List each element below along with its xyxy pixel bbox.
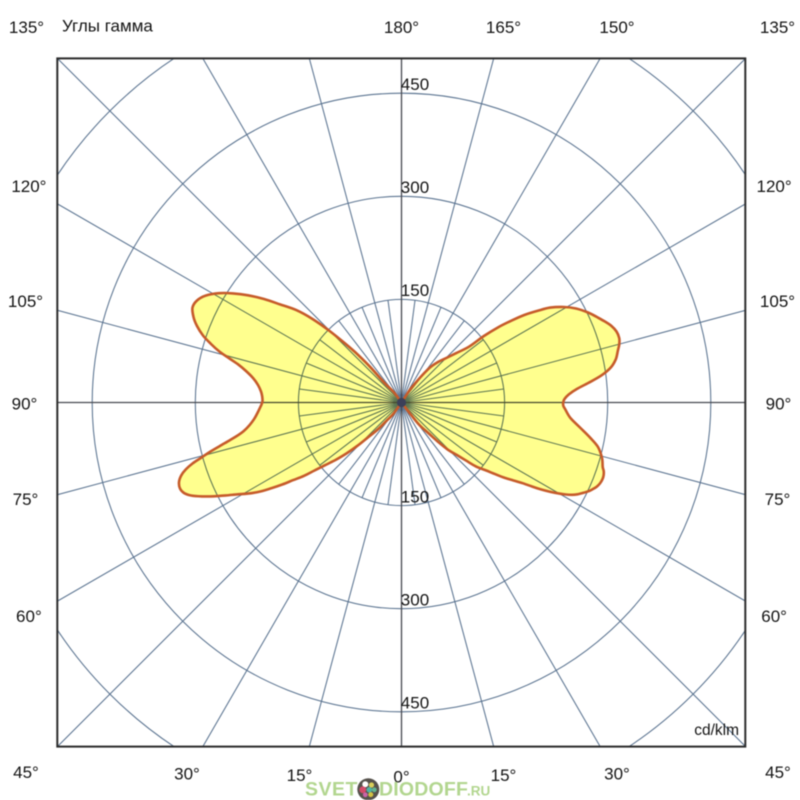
svg-text:135°: 135°: [9, 18, 44, 37]
svg-text:15°: 15°: [287, 766, 313, 785]
svg-text:450: 450: [401, 694, 429, 713]
svg-text:105°: 105°: [760, 292, 795, 311]
svg-text:60°: 60°: [761, 607, 787, 626]
svg-text:cd/klm: cd/klm: [694, 722, 739, 739]
svg-text:.RU: .RU: [467, 784, 490, 799]
svg-text:150°: 150°: [599, 18, 634, 37]
svg-text:DIODOFF: DIODOFF: [379, 779, 468, 800]
svg-text:0°: 0°: [393, 767, 409, 786]
svg-text:300: 300: [401, 178, 429, 197]
svg-text:15°: 15°: [491, 766, 517, 785]
svg-text:45°: 45°: [13, 763, 39, 782]
svg-text:300: 300: [401, 591, 429, 610]
svg-text:165°: 165°: [486, 18, 521, 37]
svg-text:45°: 45°: [765, 763, 791, 782]
svg-text:75°: 75°: [13, 490, 39, 509]
svg-text:90°: 90°: [766, 394, 792, 413]
svg-text:30°: 30°: [174, 764, 200, 783]
svg-text:120°: 120°: [757, 177, 792, 196]
svg-text:SVET: SVET: [305, 779, 358, 800]
svg-text:135°: 135°: [760, 18, 795, 37]
svg-text:60°: 60°: [16, 607, 42, 626]
svg-text:90°: 90°: [12, 394, 38, 413]
svg-text:120°: 120°: [11, 177, 46, 196]
svg-text:75°: 75°: [765, 490, 791, 509]
svg-text:450: 450: [401, 75, 429, 94]
svg-text:105°: 105°: [8, 292, 43, 311]
svg-text:150: 150: [401, 487, 429, 506]
svg-text:Углы гамма: Углы гамма: [62, 16, 153, 35]
svg-text:150: 150: [401, 281, 429, 300]
svg-text:180°: 180°: [384, 18, 419, 37]
svg-text:30°: 30°: [604, 764, 630, 783]
